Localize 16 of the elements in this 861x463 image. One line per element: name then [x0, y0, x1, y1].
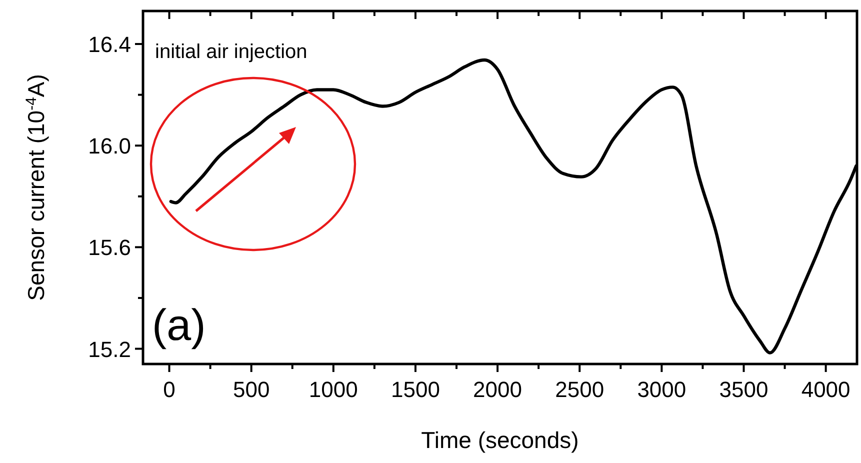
x-axis-title: Time (seconds)	[421, 427, 579, 453]
y-tick-label: 15.2	[88, 336, 131, 362]
x-tick-label: 1500	[390, 377, 440, 402]
annotation: (a)	[152, 301, 206, 350]
annotation: initial air injection	[155, 41, 308, 63]
x-tick-label: 0	[163, 377, 176, 402]
x-tick-label: 500	[232, 377, 270, 402]
y-tick-label: 16.0	[88, 134, 131, 159]
x-tick-label: 2000	[473, 377, 522, 402]
x-tick-label: 3000	[637, 377, 686, 402]
y-tick-label: 16.4	[88, 32, 131, 58]
x-tick-label: 1000	[308, 377, 358, 402]
y-tick-label: 15.6	[88, 235, 131, 260]
x-tick-label: 4000	[801, 377, 850, 402]
x-tick-label: 3500	[719, 377, 768, 402]
x-tick-label: 2500	[555, 377, 604, 402]
